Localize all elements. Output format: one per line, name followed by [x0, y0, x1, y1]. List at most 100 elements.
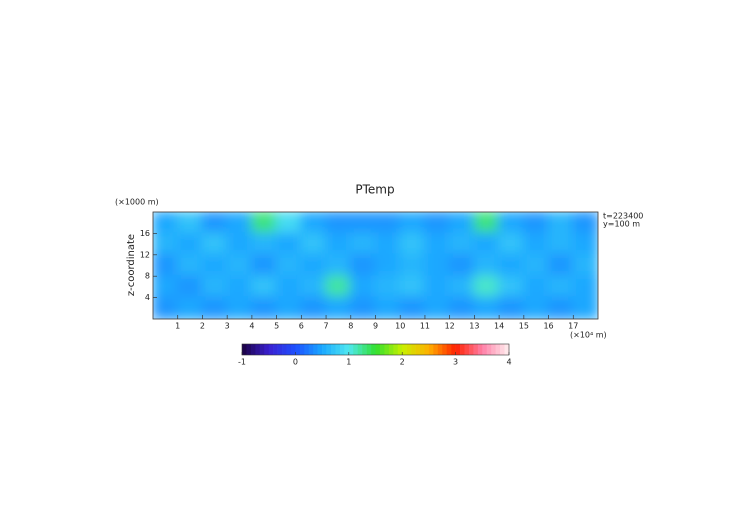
cell: [448, 296, 476, 319]
cell: [473, 275, 501, 299]
cell: [522, 212, 550, 235]
cell: [374, 296, 402, 319]
colorbar-swatch: [290, 344, 296, 355]
cell: [423, 232, 451, 256]
cell: [498, 275, 525, 299]
cell: [325, 212, 352, 235]
colorbar-swatch: [455, 344, 461, 355]
cell: [547, 212, 575, 235]
colorbar-swatch: [362, 344, 367, 355]
colorbar-swatch: [326, 344, 332, 355]
cell: [201, 275, 229, 299]
x-tick-label: 5: [274, 322, 279, 331]
colorbar-swatch: [491, 344, 496, 355]
colorbar-swatch: [357, 344, 363, 355]
cell: [522, 275, 550, 299]
colorbar-swatch: [308, 344, 314, 355]
cell: [498, 212, 525, 235]
colorbar-swatch: [353, 344, 358, 355]
x-tick-label: 11: [420, 322, 430, 331]
x-tick-label: 9: [373, 322, 378, 331]
cell: [399, 275, 426, 299]
cell: [423, 212, 451, 235]
annotation: y=100 m: [603, 220, 640, 229]
cell: [201, 212, 229, 235]
cell: [473, 253, 501, 278]
colorbar-swatch: [500, 344, 505, 355]
colorbar-swatch: [402, 344, 407, 355]
cell: [448, 232, 476, 256]
cell: [275, 253, 303, 278]
colorbar-swatch: [433, 344, 439, 355]
colorbar-swatch: [282, 344, 287, 355]
colorbar-swatch: [331, 344, 336, 355]
colorbar-swatch: [348, 344, 354, 355]
colorbar-swatch: [250, 344, 256, 355]
colorbar-tick-label: 4: [506, 358, 511, 367]
cell: [226, 253, 253, 278]
cell: [423, 296, 451, 319]
cell: [374, 212, 402, 235]
x-tick-label: 17: [568, 322, 578, 331]
y-unit: (×1000 m): [115, 198, 159, 207]
cell: [399, 212, 426, 235]
colorbar-swatch: [268, 344, 274, 355]
colorbar-swatch: [415, 344, 421, 355]
cell: [275, 296, 303, 319]
colorbar-swatch: [495, 344, 501, 355]
colorbar-swatch: [264, 344, 269, 355]
colorbar-swatch: [442, 344, 447, 355]
colorbar-swatch: [482, 344, 488, 355]
cells: [153, 212, 598, 319]
x-tick-label: 13: [469, 322, 479, 331]
colorbar-frame: [241, 343, 510, 356]
cell: [374, 253, 402, 278]
x-tick-label: 6: [299, 322, 304, 331]
colorbar-swatch: [406, 344, 412, 355]
x-tick-label: 15: [519, 322, 529, 331]
cell: [153, 212, 179, 235]
cell: [300, 253, 328, 278]
colorbar-swatch: [317, 344, 323, 355]
cell: [201, 296, 229, 319]
x-tick-label: 8: [348, 322, 353, 331]
colorbar-swatch: [273, 344, 278, 355]
cell: [176, 232, 204, 256]
cell: [300, 212, 328, 235]
cell: [325, 232, 352, 256]
cell: [349, 275, 377, 299]
cell: [349, 253, 377, 278]
colorbar-swatch: [428, 344, 434, 355]
cell: [250, 212, 278, 235]
cell: [448, 275, 476, 299]
cell: [325, 253, 352, 278]
colorbar-swatch: [379, 344, 385, 355]
cell: [325, 275, 352, 299]
colorbar-swatch: [242, 344, 247, 355]
cell: [275, 232, 303, 256]
y-tick-label: 12: [140, 250, 150, 259]
cell: [572, 275, 598, 299]
cell: [226, 212, 253, 235]
cell: [201, 232, 229, 256]
field: [153, 212, 598, 319]
cell: [547, 253, 575, 278]
colorbar-swatch: [313, 344, 318, 355]
x-tick-label: 16: [543, 322, 553, 331]
cell: [423, 275, 451, 299]
colorbar-tick-label: 1: [346, 358, 351, 367]
colorbar-swatch: [277, 344, 283, 355]
cell: [498, 232, 525, 256]
colorbar-swatch: [393, 344, 399, 355]
cell: [201, 253, 229, 278]
colorbar-swatch: [371, 344, 376, 355]
colorbar-swatch: [473, 344, 479, 355]
cell: [176, 275, 204, 299]
cell: [349, 212, 377, 235]
colorbar-swatch: [259, 344, 265, 355]
x-tick-label: 4: [249, 322, 254, 331]
chart-title: PTemp: [355, 183, 394, 197]
colorbar-swatch: [322, 344, 327, 355]
x-tick-label: 1: [175, 322, 180, 331]
